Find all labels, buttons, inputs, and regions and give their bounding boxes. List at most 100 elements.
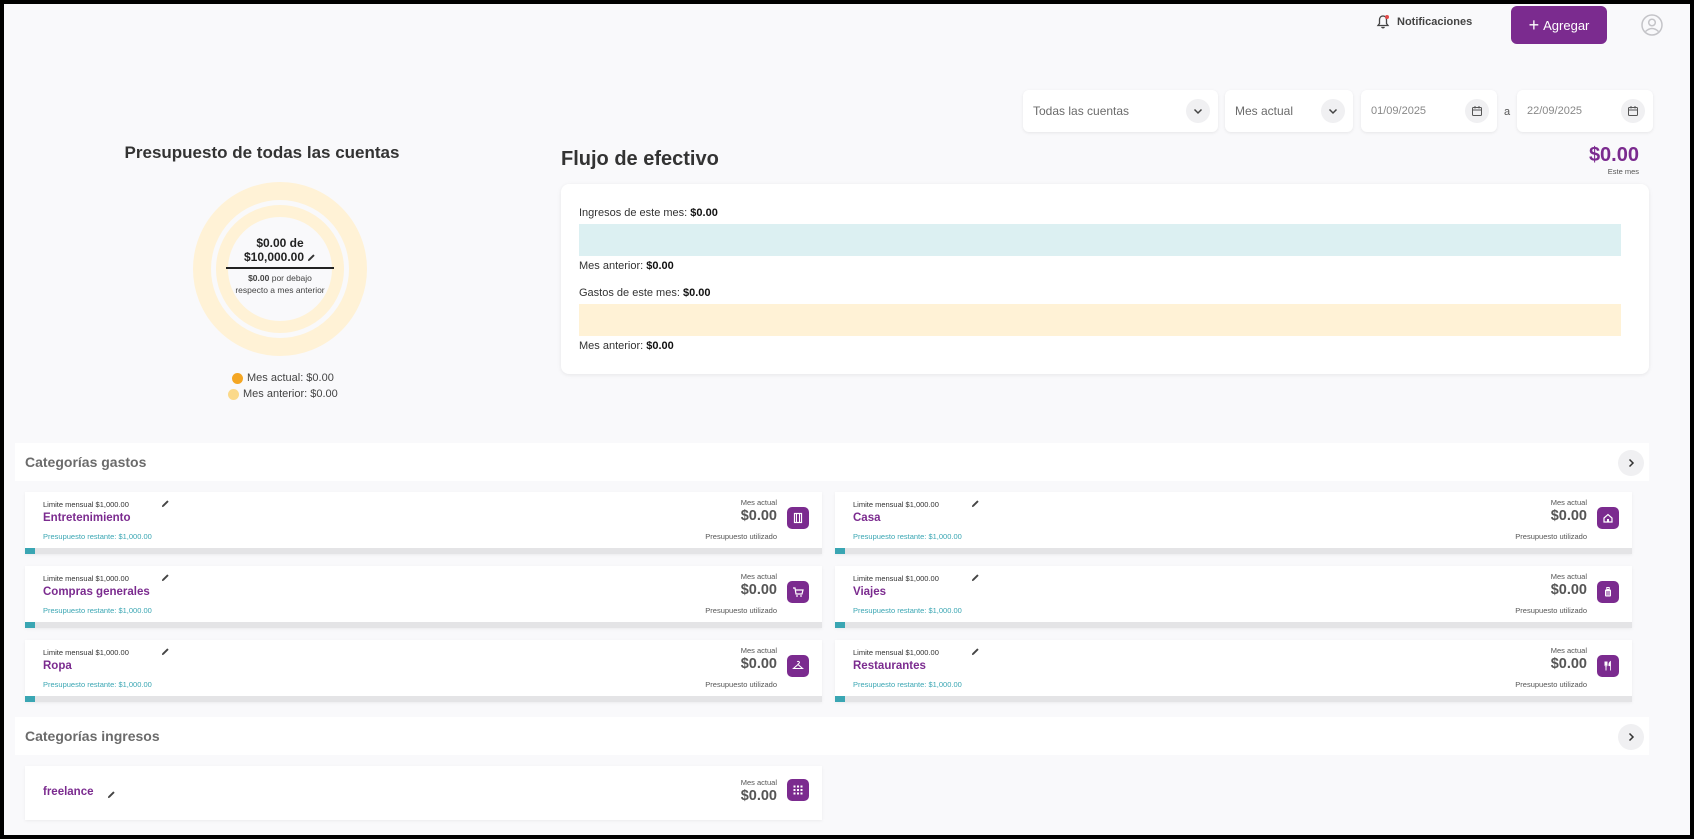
pencil-icon[interactable] — [971, 647, 980, 656]
legend-previous-month: Mes anterior: $0.00 — [228, 386, 338, 402]
date-range-separator: a — [1504, 106, 1511, 118]
calendar-icon[interactable] — [1465, 99, 1489, 123]
date-from-field[interactable]: 01/09/2025 — [1361, 90, 1497, 132]
grid-icon — [787, 779, 809, 801]
category-period: Mes actual — [740, 572, 777, 581]
category-amount: $0.00 — [1550, 582, 1587, 598]
period-select[interactable]: Mes actual — [1225, 90, 1353, 132]
hanger-icon — [787, 655, 809, 677]
category-name: Restaurantes — [853, 660, 926, 672]
pencil-icon[interactable] — [971, 573, 980, 582]
cart-icon — [787, 581, 809, 603]
chevron-right-icon[interactable] — [1618, 724, 1644, 750]
cashflow-title: Flujo de efectivo — [561, 148, 719, 170]
category-used-label: Presupuesto utilizado — [705, 680, 777, 689]
date-from-value: 01/09/2025 — [1371, 105, 1427, 117]
expense-category-card[interactable]: Limite mensual $1,000.00 Compras generale… — [25, 566, 822, 628]
luggage-icon — [1597, 581, 1619, 603]
expense-category-card[interactable]: Limite mensual $1,000.00 Entretenimiento P… — [25, 492, 822, 554]
budget-progress-bar — [25, 548, 822, 554]
expense-category-card[interactable]: Limite mensual $1,000.00 Restaurantes Pres… — [835, 640, 1632, 702]
category-period: Mes actual — [1550, 498, 1587, 507]
chevron-right-icon[interactable] — [1618, 450, 1644, 476]
budget-title: Presupuesto de todas las cuentas — [124, 143, 400, 162]
category-period: Mes actual — [740, 778, 777, 787]
pencil-icon[interactable] — [107, 790, 116, 799]
income-this-month: Ingresos de este mes: $0.00 — [579, 207, 718, 219]
expense-category-card[interactable]: Limite mensual $1,000.00 Viajes Presupuest… — [835, 566, 1632, 628]
legend-dot-current — [232, 372, 243, 384]
pencil-icon[interactable] — [971, 499, 980, 508]
expense-category-card[interactable]: Limite mensual $1,000.00 Casa Presupuesto … — [835, 492, 1632, 554]
calendar-icon[interactable] — [1621, 99, 1645, 123]
category-limit: Limite mensual $1,000.00 — [43, 648, 129, 657]
income-prev-label: Mes anterior: — [579, 260, 644, 272]
category-limit: Limite mensual $1,000.00 — [853, 648, 939, 657]
income-value: $0.00 — [690, 207, 718, 219]
category-limit: Limite mensual $1,000.00 — [853, 574, 939, 583]
category-remaining: Presupuesto restante: $1,000.00 — [43, 532, 152, 541]
budget-progress-bar — [25, 696, 822, 702]
budget-note-line2: respecto a mes anterior — [235, 285, 325, 295]
pencil-icon[interactable] — [161, 647, 170, 656]
budget-legend: Mes actual: $0.00 Mes anterior: $0.00 — [228, 370, 338, 402]
category-period: Mes actual — [1550, 646, 1587, 655]
category-remaining: Presupuesto restante: $1,000.00 — [853, 606, 962, 615]
category-limit: Limite mensual $1,000.00 — [43, 500, 129, 509]
expense-categories-title: Categorías gastos — [25, 454, 147, 470]
category-name: freelance — [43, 786, 94, 798]
budget-progress-fill — [25, 622, 35, 628]
category-name: Viajes — [853, 586, 887, 598]
budget-comparison-note: $0.00 por debajo respecto a mes anterior — [218, 272, 342, 296]
category-limit: Limite mensual $1,000.00 — [853, 500, 939, 509]
pencil-icon[interactable] — [161, 499, 170, 508]
budget-donut-chart — [193, 182, 367, 356]
chevron-down-icon — [1186, 99, 1210, 123]
category-remaining: Presupuesto restante: $1,000.00 — [853, 532, 962, 541]
category-used-label: Presupuesto utilizado — [1515, 606, 1587, 615]
expenses-this-month: Gastos de este mes: $0.00 — [579, 287, 710, 299]
income-bar — [579, 224, 1621, 256]
budget-progress-fill — [835, 622, 845, 628]
expense-bar — [579, 304, 1621, 336]
category-name: Compras generales — [43, 586, 150, 598]
budget-progress-bar — [835, 622, 1632, 628]
date-to-value: 22/09/2025 — [1527, 105, 1583, 117]
account-select[interactable]: Todas las cuentas — [1023, 90, 1218, 132]
income-category-card[interactable]: freelance Mes actual $0.00 — [25, 766, 822, 820]
pencil-icon[interactable] — [307, 253, 316, 262]
budget-progress-fill — [25, 548, 35, 554]
expense-category-card[interactable]: Limite mensual $1,000.00 Ropa Presupuesto … — [25, 640, 822, 702]
category-name: Casa — [853, 512, 881, 524]
budget-summary: $0.00 de $10,000.00 $0.00 por debajo res… — [218, 236, 342, 296]
date-to-field[interactable]: 22/09/2025 — [1517, 90, 1653, 132]
category-amount: $0.00 — [740, 508, 777, 524]
income-categories-title: Categorías ingresos — [25, 728, 160, 744]
category-used-label: Presupuesto utilizado — [1515, 680, 1587, 689]
budget-progress-fill — [835, 696, 845, 702]
house-icon — [1597, 507, 1619, 529]
category-limit: Limite mensual $1,000.00 — [43, 574, 129, 583]
budget-progress-bar — [835, 696, 1632, 702]
legend-current-month: Mes actual: $0.00 — [232, 370, 338, 386]
add-button[interactable]: + Agregar — [1511, 6, 1607, 44]
bell-icon — [1376, 15, 1390, 29]
user-avatar-icon[interactable] — [1641, 14, 1663, 36]
income-previous-month: Mes anterior: $0.00 — [579, 260, 674, 272]
expense-prev-value: $0.00 — [646, 340, 674, 352]
category-period: Mes actual — [1550, 572, 1587, 581]
category-amount: $0.00 — [740, 656, 777, 672]
category-remaining: Presupuesto restante: $1,000.00 — [43, 680, 152, 689]
notifications-button[interactable]: Notificaciones — [1375, 14, 1472, 30]
budget-progress-bar — [835, 548, 1632, 554]
income-prev-value: $0.00 — [646, 260, 674, 272]
pencil-icon[interactable] — [161, 573, 170, 582]
cutlery-icon — [1597, 655, 1619, 677]
film-icon — [787, 507, 809, 529]
account-select-value: Todas las cuentas — [1033, 104, 1130, 118]
legend-dot-previous — [228, 388, 239, 400]
category-name: Entretenimiento — [43, 512, 131, 524]
plus-icon: + — [1528, 15, 1540, 35]
category-remaining: Presupuesto restante: $1,000.00 — [853, 680, 962, 689]
cashflow-total: $0.00 — [1588, 144, 1639, 166]
